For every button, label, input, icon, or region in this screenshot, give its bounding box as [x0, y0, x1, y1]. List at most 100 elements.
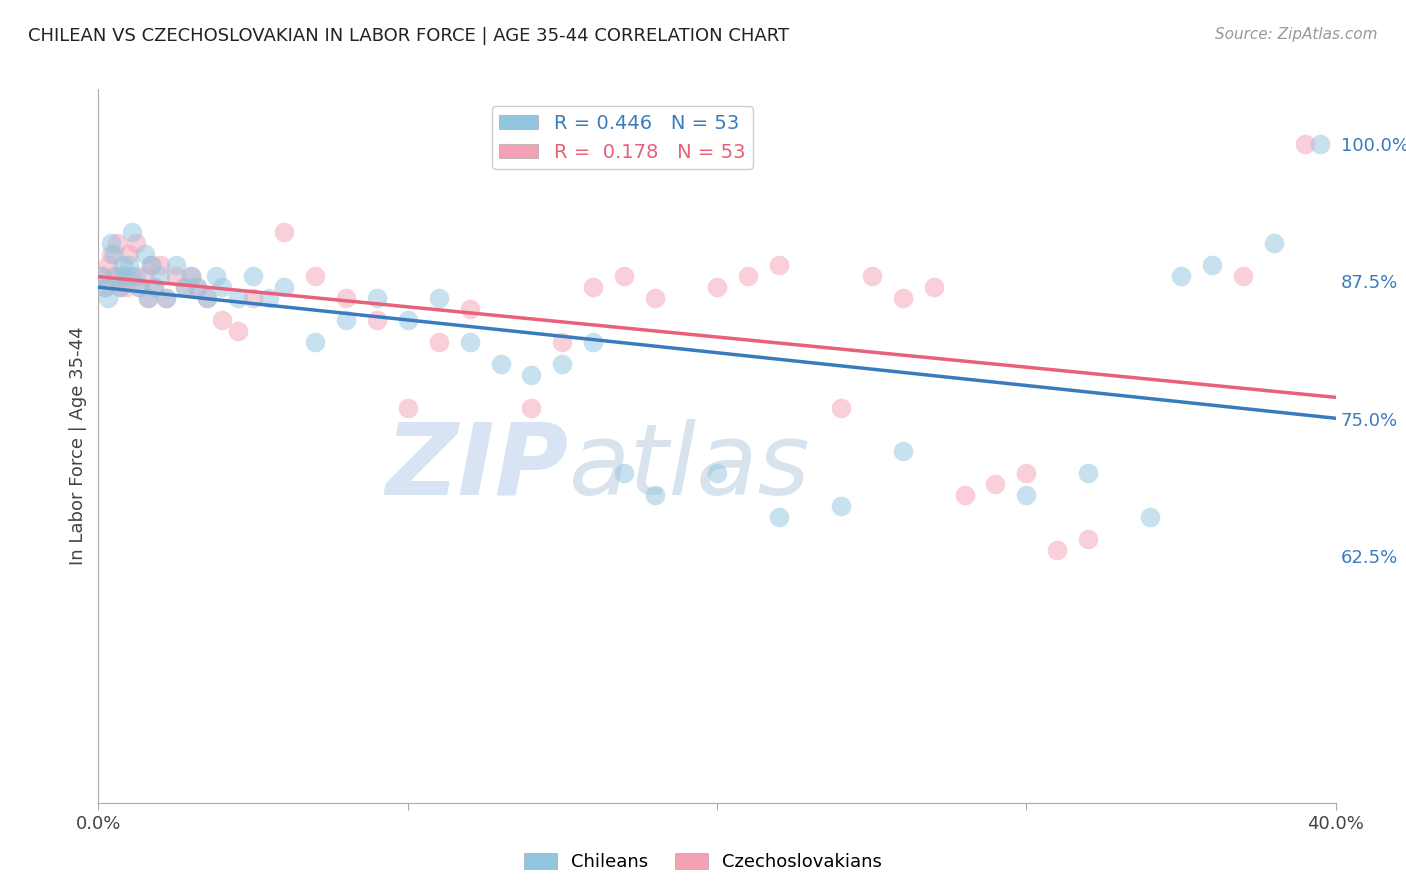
Point: [149, 268, 172, 283]
Text: atlas: atlas: [568, 419, 810, 516]
Point: [335, 312, 357, 326]
Point: [273, 280, 295, 294]
Point: [105, 235, 128, 250]
Point: [1077, 533, 1099, 547]
Point: [396, 312, 419, 326]
Point: [112, 258, 135, 272]
Point: [922, 280, 945, 294]
Point: [1263, 235, 1285, 250]
Point: [891, 291, 914, 305]
Point: [891, 444, 914, 458]
Point: [128, 280, 150, 294]
Point: [143, 280, 166, 294]
Point: [165, 268, 187, 283]
Point: [1294, 137, 1316, 152]
Point: [205, 268, 228, 283]
Point: [115, 280, 138, 294]
Point: [520, 368, 543, 382]
Point: [860, 268, 883, 283]
Point: [520, 401, 543, 415]
Point: [180, 268, 202, 283]
Point: [768, 258, 790, 272]
Point: [304, 268, 326, 283]
Point: [551, 357, 574, 371]
Point: [1139, 510, 1161, 524]
Point: [124, 268, 146, 283]
Point: [195, 291, 218, 305]
Point: [124, 235, 146, 250]
Point: [90, 268, 112, 283]
Point: [108, 280, 131, 294]
Point: [737, 268, 759, 283]
Point: [984, 477, 1007, 491]
Point: [97, 258, 120, 272]
Point: [1232, 268, 1254, 283]
Point: [1170, 268, 1192, 283]
Point: [134, 268, 156, 283]
Point: [90, 268, 112, 283]
Point: [149, 258, 172, 272]
Point: [136, 291, 159, 305]
Y-axis label: In Labor Force | Age 35-44: In Labor Force | Age 35-44: [69, 326, 87, 566]
Legend: Chileans, Czechoslovakians: Chileans, Czechoslovakians: [517, 846, 889, 879]
Point: [1046, 543, 1069, 558]
Point: [155, 291, 177, 305]
Point: [174, 280, 197, 294]
Point: [211, 312, 233, 326]
Point: [1201, 258, 1223, 272]
Point: [458, 301, 481, 316]
Point: [195, 291, 218, 305]
Point: [427, 291, 450, 305]
Point: [304, 334, 326, 349]
Point: [1309, 137, 1331, 152]
Point: [93, 280, 115, 294]
Point: [186, 280, 208, 294]
Point: [180, 268, 202, 283]
Text: Source: ZipAtlas.com: Source: ZipAtlas.com: [1215, 27, 1378, 42]
Point: [128, 280, 150, 294]
Point: [115, 268, 138, 283]
Point: [103, 268, 125, 283]
Point: [108, 280, 131, 294]
Legend: R = 0.446   N = 53, R =  0.178   N = 53: R = 0.446 N = 53, R = 0.178 N = 53: [492, 106, 754, 169]
Point: [1015, 488, 1038, 502]
Point: [121, 268, 143, 283]
Point: [165, 258, 187, 272]
Point: [155, 291, 177, 305]
Point: [706, 280, 728, 294]
Point: [644, 488, 666, 502]
Text: ZIP: ZIP: [385, 419, 568, 516]
Point: [93, 280, 115, 294]
Point: [134, 247, 156, 261]
Point: [273, 225, 295, 239]
Point: [1015, 467, 1038, 481]
Point: [100, 235, 122, 250]
Point: [366, 312, 388, 326]
Point: [112, 268, 135, 283]
Point: [226, 291, 249, 305]
Point: [257, 291, 280, 305]
Point: [186, 280, 208, 294]
Point: [121, 225, 143, 239]
Point: [242, 268, 264, 283]
Point: [768, 510, 790, 524]
Point: [139, 258, 162, 272]
Point: [366, 291, 388, 305]
Point: [100, 247, 122, 261]
Point: [174, 280, 197, 294]
Point: [396, 401, 419, 415]
Point: [613, 467, 636, 481]
Point: [1077, 467, 1099, 481]
Point: [335, 291, 357, 305]
Point: [103, 247, 125, 261]
Point: [97, 291, 120, 305]
Point: [211, 280, 233, 294]
Point: [143, 280, 166, 294]
Text: CHILEAN VS CZECHOSLOVAKIAN IN LABOR FORCE | AGE 35-44 CORRELATION CHART: CHILEAN VS CZECHOSLOVAKIAN IN LABOR FORC…: [28, 27, 789, 45]
Point: [613, 268, 636, 283]
Point: [458, 334, 481, 349]
Point: [105, 268, 128, 283]
Point: [582, 334, 605, 349]
Point: [551, 334, 574, 349]
Point: [706, 467, 728, 481]
